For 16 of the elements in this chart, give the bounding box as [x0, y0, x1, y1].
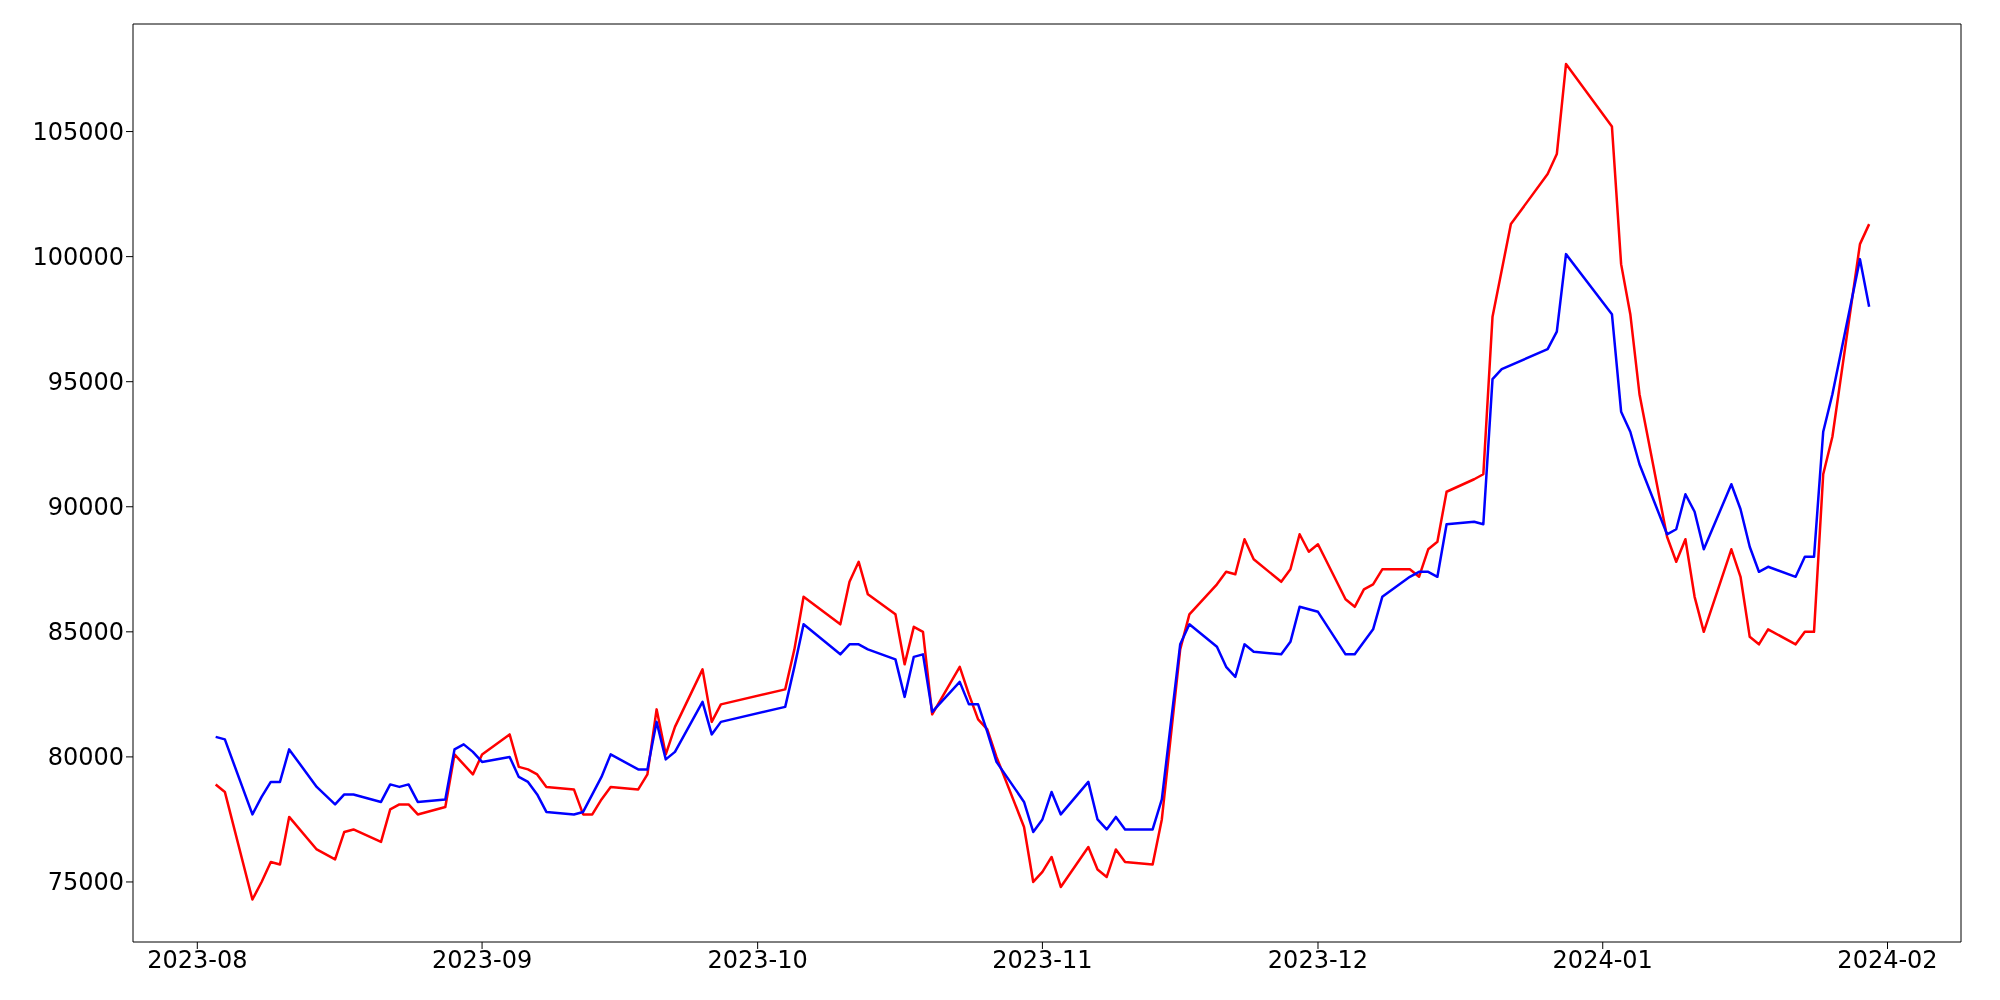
- y-tick-label: 75000: [47, 868, 124, 897]
- x-tick-label: 2023-12: [1267, 946, 1369, 975]
- y-tick-label: 95000: [47, 368, 124, 397]
- x-tick-label: 2023-10: [707, 946, 808, 975]
- x-tick-label: 2023-08: [147, 946, 248, 975]
- line-series: [214, 62, 1871, 901]
- x-tick-label: 2024-01: [1552, 946, 1653, 975]
- y-tick-label: 85000: [47, 618, 124, 647]
- y-tick-label: 100000: [32, 243, 124, 272]
- y-tick-label: 105000: [32, 118, 124, 147]
- y-tick-label: 90000: [47, 493, 124, 522]
- x-tick-label: 2023-11: [992, 946, 1093, 975]
- y-tick-label: 80000: [47, 743, 124, 772]
- x-tick-label: 2023-09: [431, 946, 533, 975]
- x-tick-label: 2024-02: [1837, 946, 1938, 975]
- line-series: [214, 252, 1871, 834]
